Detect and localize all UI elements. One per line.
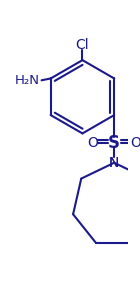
Text: O: O bbox=[87, 136, 98, 150]
Text: N: N bbox=[109, 156, 119, 170]
Text: S: S bbox=[108, 134, 120, 152]
Text: H₂N: H₂N bbox=[15, 74, 40, 87]
Text: O: O bbox=[131, 136, 140, 150]
Text: Cl: Cl bbox=[76, 38, 89, 52]
Text: N: N bbox=[109, 156, 119, 170]
